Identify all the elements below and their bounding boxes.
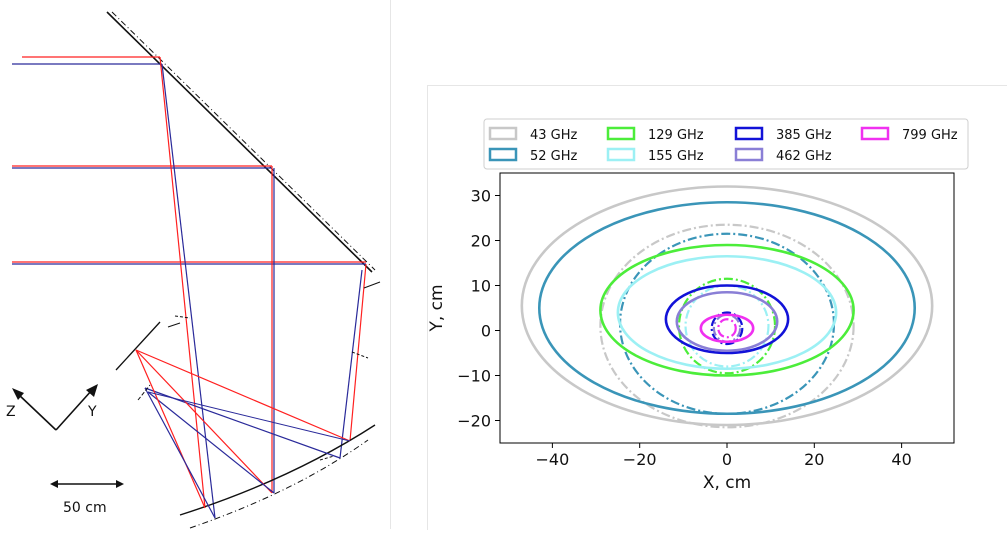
legend-label-52-ghz: 52 GHz [530, 149, 578, 164]
legend-label-155-ghz: 155 GHz [648, 149, 704, 164]
incoming-rays [12, 56, 366, 265]
y-tick-label: 20 [471, 232, 491, 251]
scale-bar-label: 50 cm [63, 500, 107, 516]
primary-mirror-offset [111, 11, 376, 271]
legend-swatch-799-ghz [860, 126, 890, 141]
axes-indicator: Z Y [6, 384, 98, 431]
x-tick-label: −40 [536, 450, 570, 469]
chart-svg: 43 GHz 52 GHz 129 GHz 155 GHz 385 GHz 462 GHz… [427, 118, 969, 493]
legend-label-385-ghz: 385 GHz [776, 128, 832, 143]
legend-swatch-129-ghz [606, 126, 636, 141]
ellipse-dashdot-52-ghz [618, 232, 836, 415]
y-axis-label: Y, cm [428, 284, 447, 332]
y-tick-label: −20 [457, 412, 491, 431]
ellipse-dashdot-799-ghz [717, 318, 737, 339]
ellipse-dashdot-385-ghz [710, 311, 744, 346]
x-tick-label: 0 [722, 450, 732, 469]
legend-label-799-ghz: 799 GHz [902, 128, 958, 143]
legend-swatch-52-ghz [488, 147, 518, 162]
series-layer [520, 185, 934, 429]
y-axis-label: Y [87, 404, 97, 420]
ellipse-solid-129-ghz [599, 243, 855, 377]
ellipse-dashdot-43-ghz [599, 223, 855, 429]
ellipse-solid-155-ghz [616, 254, 838, 371]
primary-mirror [106, 11, 373, 273]
y-tick-label: 30 [471, 187, 491, 206]
secondary-mirror-offset [189, 439, 369, 529]
ellipse-solid-385-ghz [664, 284, 790, 355]
legend-swatch-155-ghz [606, 147, 636, 162]
y-tick-label: −10 [457, 367, 491, 386]
x-axis-ticks: −40 −20 0 20 40 [536, 443, 912, 469]
reflected-rays [159, 56, 367, 519]
ellipse-solid-462-ghz [675, 290, 779, 353]
optics-ray-diagram: Z Y 50 cm [0, 0, 391, 529]
scale-bar: 50 cm [50, 480, 124, 516]
legend-swatch-385-ghz [734, 126, 764, 141]
secondary-mirror [179, 424, 376, 516]
beam-footprint-chart: 43 GHz 52 GHz 129 GHz 155 GHz 385 GHz 462 GHz… [427, 85, 1007, 530]
focal-rays [135, 349, 351, 519]
z-axis-label: Z [6, 404, 16, 420]
x-tick-label: 20 [804, 450, 824, 469]
x-axis-label: X, cm [703, 473, 751, 493]
focal-plane-offset [137, 384, 151, 401]
baffle-marks [167, 281, 381, 461]
legend-frame [483, 118, 969, 170]
legend: 43 GHz 52 GHz 129 GHz 155 GHz 385 GHz 462 GHz… [483, 118, 969, 170]
y-tick-label: 0 [481, 322, 491, 341]
ellipse-dashdot-129-ghz [677, 277, 777, 375]
legend-label-129-ghz: 129 GHz [648, 128, 704, 143]
y-tick-label: 10 [471, 277, 491, 296]
ellipse-solid-43-ghz [520, 185, 934, 427]
ray-trace-svg: Z Y 50 cm [6, 11, 381, 529]
legend-swatch-43-ghz [488, 126, 518, 141]
legend-swatch-462-ghz [734, 147, 764, 162]
legend-label-462-ghz: 462 GHz [776, 149, 832, 164]
x-tick-label: 40 [891, 450, 911, 469]
x-tick-label: −20 [623, 450, 657, 469]
focal-plane [115, 321, 161, 371]
plot-frame [499, 172, 955, 444]
y-axis-ticks: −20 −10 0 10 20 30 [457, 187, 500, 431]
legend-label-43-ghz: 43 GHz [530, 128, 578, 143]
ellipse-solid-799-ghz [699, 313, 755, 344]
